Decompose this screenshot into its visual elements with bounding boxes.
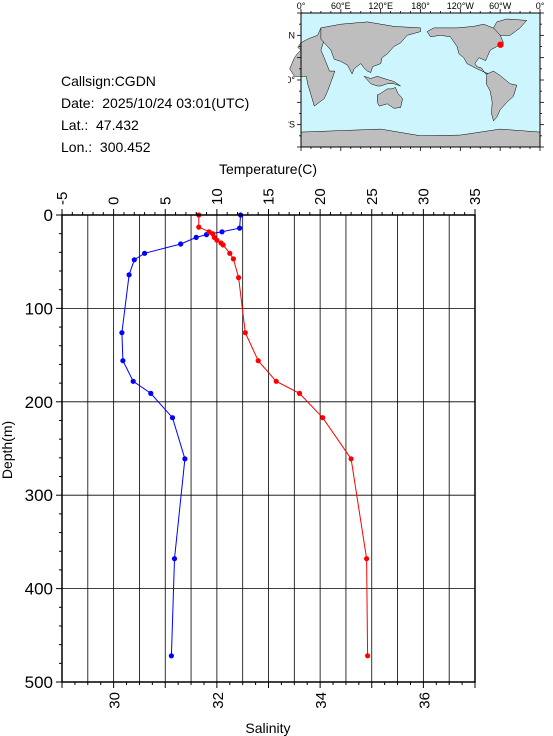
salinity-point [365,653,371,659]
map-frame [297,9,544,151]
australia-land [377,87,403,109]
map-lon-label: 120°E [368,1,393,11]
salinity-tick-label: 32 [210,692,227,709]
temperature-point [120,358,126,364]
temperature-point [130,378,136,384]
map-lon-label: 180° [411,1,430,11]
temperature-point [219,229,225,235]
temperature-axis-label: Temperature(C) [219,161,317,177]
land-masses [289,18,541,148]
temperature-tick-label: 0 [106,197,123,205]
salinity-tick-label: 30 [107,692,124,709]
world-map: 0° 60°E 120°E 180° 120°W 60°W 0° 60°N 0° 60°S [275,1,545,151]
station-dot [497,41,504,48]
depth-tick-label: 300 [25,486,53,505]
depth-axis-label: Depth(m) [0,421,15,479]
salinity-point [364,556,370,562]
salinity-point [196,224,202,230]
temperature-tick-label: 30 [415,188,432,205]
temperature-point [171,556,178,562]
temperature-point [193,234,199,240]
station-location-map: 0° 60°E 120°E 180° 120°W 60°W 0° 60°N 0° 60°S [275,0,553,160]
salinity-point [348,456,354,462]
map-lon-label: 0° [536,1,545,11]
temperature-point [131,257,137,263]
depth-tick-label: 100 [25,299,53,318]
salinity-point [220,242,226,248]
temperature-point [119,330,125,336]
salinity-tick-label: 36 [416,692,433,709]
salinity-point [236,275,242,281]
salinity-point [227,250,233,256]
map-lat-label: 60°N [288,30,295,40]
chart-grid [61,215,476,682]
salinity-point [242,330,248,336]
station-marker [497,41,504,48]
temperature-point [182,456,188,462]
salinity-point [320,415,326,421]
depth-tick-label: 200 [25,393,53,412]
salinity-axis-label: Salinity [245,720,290,736]
salinity-point [214,237,220,243]
map-lat-label: 60°S [288,120,295,130]
callsign-text: Callsign:CGDN [61,73,156,89]
depth-tick-label: 500 [25,673,53,692]
temperature-tick-label: 5 [157,197,174,205]
date-text: Date: 2025/10/24 03:01(UTC) [61,95,250,111]
station-info: Callsign:CGDN Date: 2025/10/24 03:01(UTC… [61,70,249,158]
salinity-tick-label: 34 [313,692,330,709]
north-america-land [426,23,504,75]
depth-tick-label: 0 [44,206,53,225]
temperature-tick-label: -5 [54,192,71,205]
temperature-point [142,250,148,256]
salinity-point [296,390,303,396]
temperature-point [237,225,243,231]
temperature-point [169,415,176,421]
temperature-point [126,272,132,278]
indonesia-land [363,75,401,87]
latitude-text: Lat.: 47.432 [61,117,139,133]
temperature-point [168,653,174,659]
map-lon-label: 0° [297,1,306,11]
temperature-tick-label: 20 [312,188,329,205]
temperature-tick-label: 25 [364,188,381,205]
map-lon-label: 60°W [489,1,512,11]
map-lon-label: 120°W [447,1,475,11]
map-lon-label: 60°E [331,1,351,11]
temperature-point [178,241,184,247]
salinity-point [255,358,261,364]
salinity-point [273,378,279,384]
salinity-point [230,256,236,262]
temperature-tick-label: 15 [261,188,278,205]
temperature-tick-label: 10 [209,188,226,205]
map-lat-label: 0° [288,75,295,85]
chart-series [119,212,371,659]
depth-tick-label: 400 [25,580,53,599]
south-america-land [485,70,518,122]
greenland-land [493,18,528,36]
temperature-tick-label: 35 [467,188,484,205]
asia-land [320,21,421,75]
longitude-text: Lon.: 300.452 [61,139,151,155]
temperature-point [148,390,154,396]
